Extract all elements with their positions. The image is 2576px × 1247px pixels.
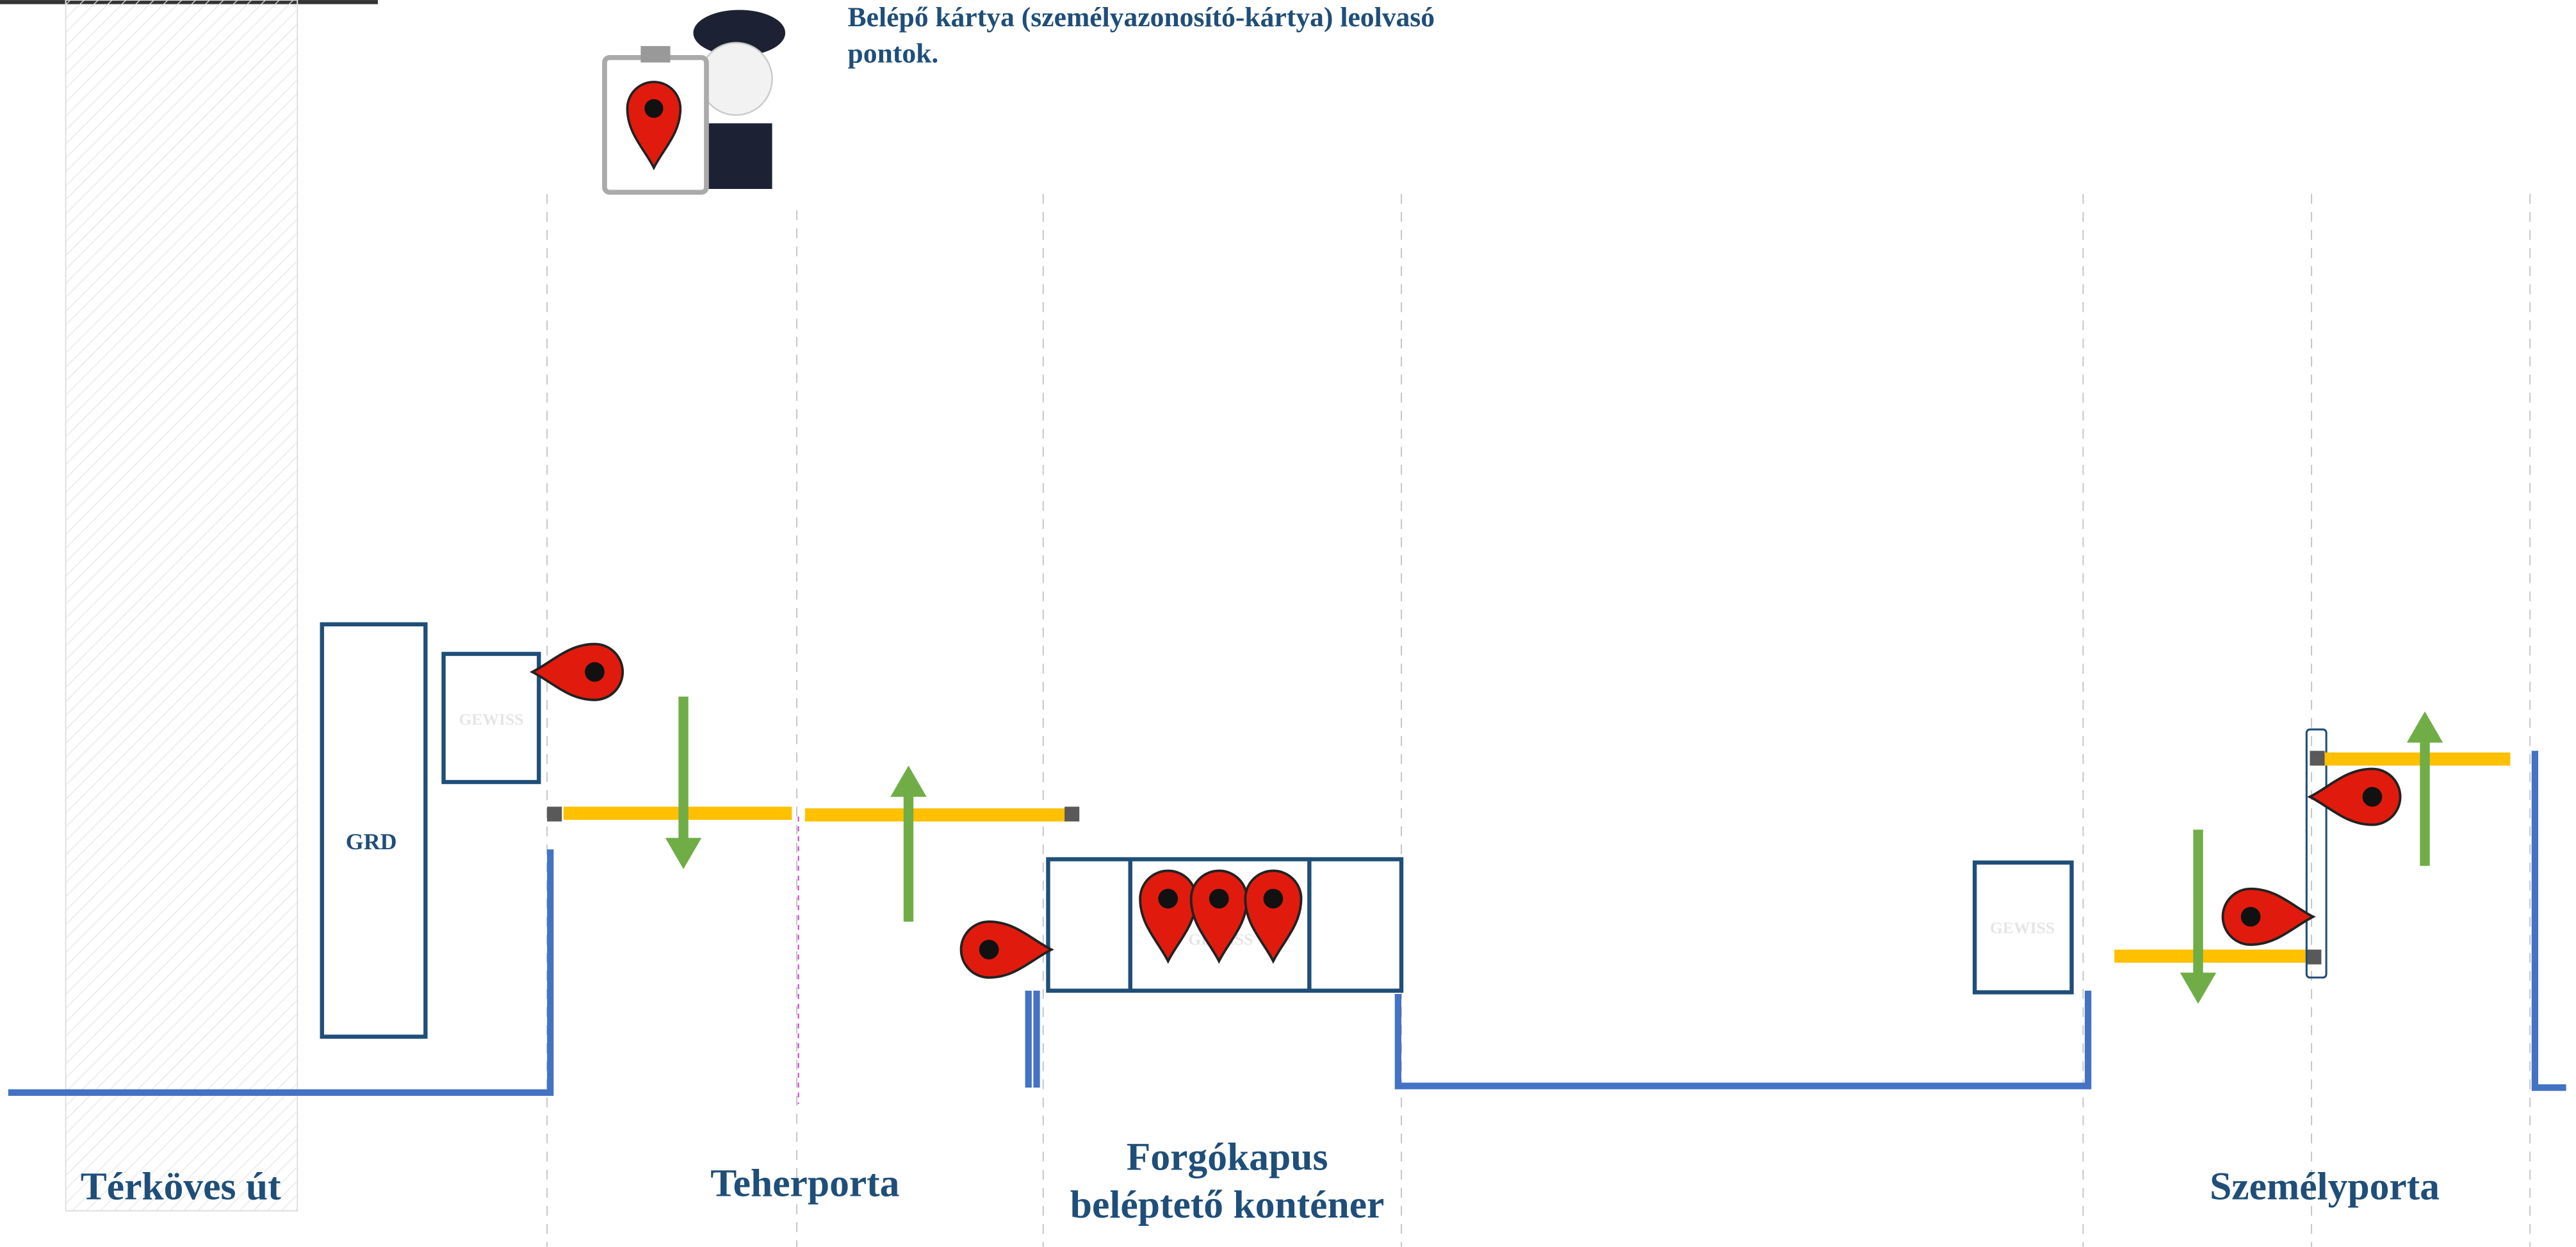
title-line: Belépő kártya (személyazonosító-kártya) … [848,2,1435,33]
barrier-post [2306,949,2322,965]
arrow-up [2406,711,2443,866]
turnstile [2305,728,2327,979]
area-label: Teherporta [710,1161,899,1205]
fence [1394,990,2092,1089]
fence [1025,990,1040,1088]
guard-label: GRD [346,829,397,854]
area-label: beléptető konténer [1070,1183,1385,1227]
guard-icon [602,10,786,195]
fence [8,849,554,1096]
fence [2531,751,2566,1091]
reader-box [441,651,541,785]
road-area [65,0,298,1212]
arrow-down [665,696,702,869]
reader-box [1972,860,2074,995]
title-line: pontok. [848,38,939,69]
barrier-post [547,806,562,822]
area-label: Forgókapus [1127,1135,1328,1178]
dashed-lines [546,193,2531,1247]
area-label: Térköves út [81,1165,281,1209]
logo: GEWISS [1990,918,2055,937]
area-label: Személyporta [2210,1165,2440,1209]
arrow-up [890,765,927,922]
arrow-down [2180,829,2217,1004]
logo: GEWISS [459,710,523,728]
guard-box [320,622,428,1039]
barrier-post [2310,751,2325,766]
barrier-post [1064,806,1080,822]
